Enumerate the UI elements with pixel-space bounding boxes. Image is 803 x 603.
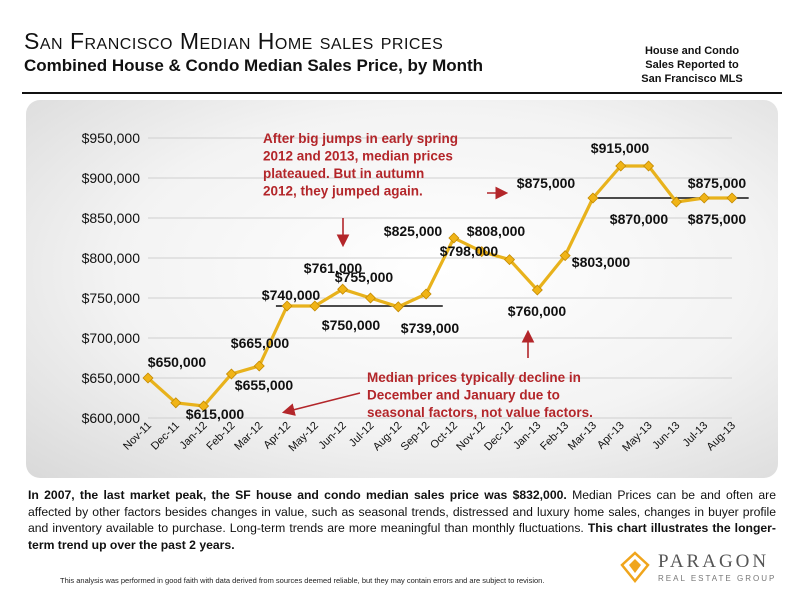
page-title: San Francisco Median Home sales prices (24, 28, 444, 54)
x-tick-label: Nov-12 (454, 420, 488, 454)
data-label: $803,000 (572, 254, 631, 270)
data-point (337, 283, 349, 295)
data-label: $760,000 (508, 303, 567, 319)
data-point (225, 368, 237, 380)
data-point (476, 246, 488, 258)
x-tick-label: Dec-12 (482, 420, 516, 454)
data-label: $615,000 (186, 406, 245, 422)
y-tick-label: $650,000 (82, 370, 141, 386)
data-point (448, 232, 460, 244)
data-point (670, 196, 682, 208)
x-tick-label: Mar-13 (566, 420, 599, 453)
source-line: Sales Reported to (645, 59, 739, 71)
page-subtitle: Combined House & Condo Median Sales Pric… (24, 56, 484, 75)
data-label: $875,000 (688, 211, 747, 227)
footer-paragraph: In 2007, the last market peak, the SF ho… (28, 487, 776, 553)
data-label: $740,000 (262, 287, 321, 303)
x-tick-label: May-12 (287, 420, 321, 454)
footer-body: Median Prices can be and often are affec… (28, 488, 776, 535)
data-point (615, 160, 627, 172)
y-tick-label: $950,000 (82, 130, 141, 146)
data-label: $755,000 (335, 269, 394, 285)
footer-tail: This chart illustrates the longer-term t… (28, 521, 776, 552)
data-label: $870,000 (610, 211, 669, 227)
data-point (170, 397, 182, 409)
x-tick-label: Dec-11 (149, 420, 182, 453)
x-tick-label: Mar-12 (232, 420, 265, 453)
header: San Francisco Median Home sales prices C… (0, 0, 803, 100)
y-tick-label: $700,000 (82, 330, 141, 346)
x-tick-label: Feb-13 (538, 420, 571, 453)
y-tick-label: $800,000 (82, 250, 141, 266)
source-note: House and Condo Sales Reported to San Fr… (612, 44, 772, 86)
data-label: $825,000 (384, 223, 443, 239)
x-tick-label: Jun-13 (650, 420, 682, 452)
annotation-top-line: 2012, they jumped again. (263, 184, 423, 199)
source-line: San Francisco MLS (641, 73, 743, 85)
chart-background (26, 100, 778, 478)
data-label: $875,000 (688, 175, 747, 191)
data-point (142, 372, 154, 384)
data-point (698, 192, 710, 204)
data-label: $650,000 (148, 354, 207, 370)
data-label: $750,000 (322, 317, 381, 333)
logo-tagline: REAL ESTATE GROUP (658, 574, 777, 583)
annotation-top-line: plateaued. But in autumn (263, 166, 424, 181)
y-tick-label: $900,000 (82, 170, 141, 186)
data-point (643, 160, 655, 172)
data-point (504, 254, 516, 266)
y-tick-label: $850,000 (82, 210, 141, 226)
x-tick-label: Aug-12 (371, 420, 405, 454)
data-point (253, 360, 265, 372)
data-point (309, 300, 321, 312)
x-tick-label: Aug-13 (705, 420, 739, 454)
data-label: $915,000 (591, 140, 650, 156)
annotation-bottom-line: Median prices typically decline in (367, 370, 581, 385)
data-point (420, 288, 432, 300)
y-tick-label: $600,000 (82, 410, 141, 426)
x-tick-label: May-13 (620, 420, 654, 454)
annotation-bottom-line: December and January due to (367, 388, 560, 403)
data-point (198, 400, 210, 412)
x-tick-label: Jan-12 (177, 420, 209, 452)
disclaimer: This analysis was performed in good fait… (60, 576, 545, 585)
data-point (587, 192, 599, 204)
data-point (364, 292, 376, 304)
x-tick-label: Feb-12 (204, 420, 237, 453)
y-tick-label: $750,000 (82, 290, 141, 306)
logo-name: PARAGON (658, 551, 770, 572)
data-label: $665,000 (231, 335, 290, 351)
data-point (281, 300, 293, 312)
annotation-top-line: After big jumps in early spring (263, 131, 458, 146)
data-label: $875,000 (517, 175, 576, 191)
data-label: $739,000 (401, 320, 460, 336)
data-label: $655,000 (235, 377, 294, 393)
x-tick-label: Jan-13 (511, 420, 543, 452)
data-point (559, 250, 571, 262)
data-point (392, 301, 404, 313)
x-tick-label: Sep-12 (399, 420, 433, 454)
x-tick-label: Jun-12 (317, 420, 349, 452)
paragon-logo: PARAGON REAL ESTATE GROUP (618, 548, 788, 588)
footer-lead: In 2007, the last market peak, the SF ho… (28, 488, 567, 502)
data-label: $798,000 (440, 243, 499, 259)
line-chart: $600,000 $650,000 $700,000 $750,000 $800,000… (82, 130, 749, 454)
header-divider (22, 92, 782, 94)
data-label: $808,000 (467, 223, 526, 239)
data-label: $761,000 (304, 260, 363, 276)
data-point (531, 284, 543, 296)
source-line: House and Condo (644, 45, 740, 57)
annotation-top-line: 2012 and 2013, median prices (263, 149, 453, 164)
data-point (726, 192, 738, 204)
series-line (146, 164, 732, 408)
logo-mark-icon (620, 551, 650, 583)
annotation-bottom-line: seasonal factors, not value factors. (367, 405, 593, 420)
annotation-arrow (281, 392, 361, 416)
